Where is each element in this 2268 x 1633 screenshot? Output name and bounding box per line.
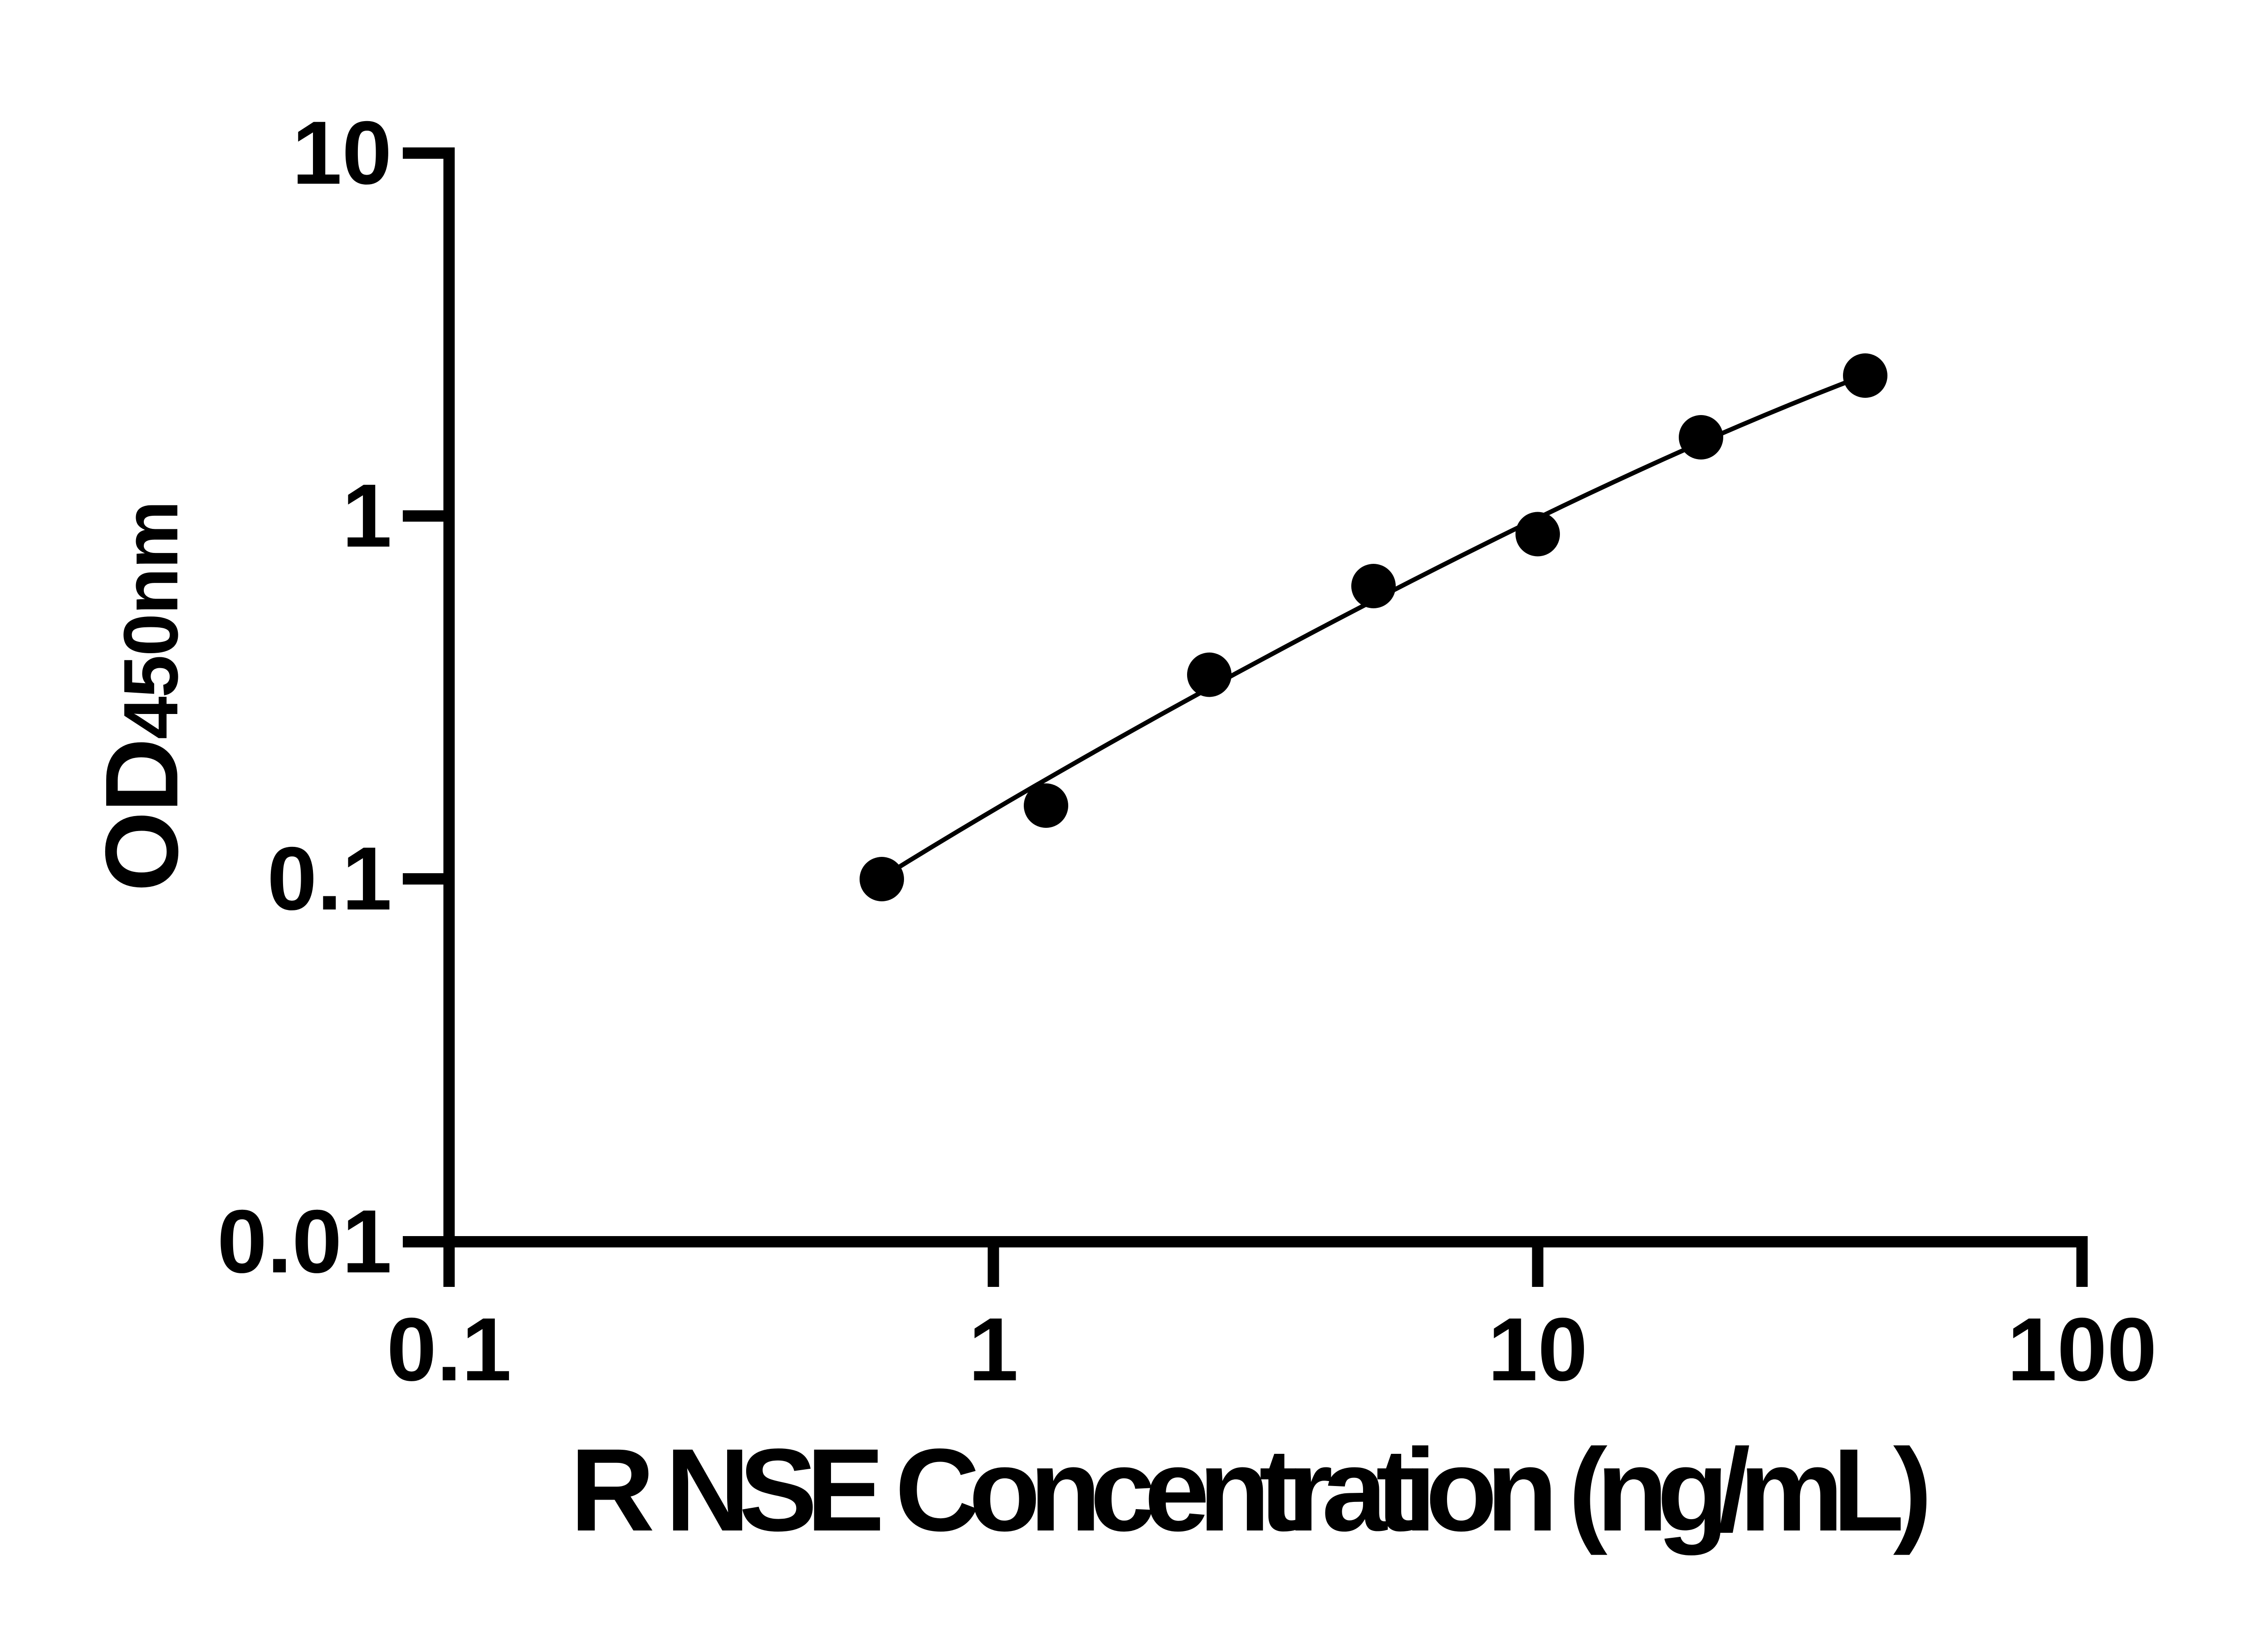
svg-text:0.01: 0.01	[217, 1191, 392, 1291]
svg-text:1: 1	[968, 1299, 1018, 1399]
svg-text:R NSE Concentration (ng/mL): R NSE Concentration (ng/mL)	[570, 1424, 1928, 1556]
svg-text:10: 10	[1488, 1299, 1588, 1399]
svg-text:0.1: 0.1	[386, 1299, 511, 1399]
svg-text:100: 100	[2007, 1299, 2157, 1399]
svg-text:1: 1	[342, 465, 392, 566]
svg-text:10: 10	[292, 103, 392, 203]
svg-text:0.1: 0.1	[267, 828, 392, 929]
